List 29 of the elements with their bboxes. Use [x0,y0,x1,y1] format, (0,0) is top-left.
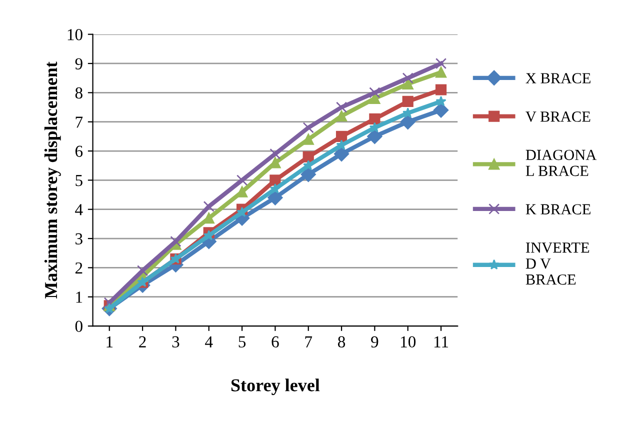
y-tick-label: 4 [75,204,83,216]
y-tick-label: 0 [75,320,82,332]
legend-label: DIAGONA L BRACE [526,150,597,176]
y-tick-label: 9 [75,58,82,70]
y-axis-title: Maximum storey displacement [44,62,61,299]
legend-label: X BRACE [526,73,590,84]
x-tick-label: 2 [139,336,146,348]
x-tick-label: 8 [338,336,346,348]
x-tick-label: 6 [272,336,279,348]
x-tick-label: 11 [434,336,448,348]
y-tick-label: 3 [76,233,82,244]
legend-label: V BRACE [526,112,590,122]
y-tick-label: 5 [76,175,82,186]
legend-label: INVERTE D V BRACE [526,242,590,285]
y-tick-label: 7 [76,116,83,128]
x-tick-label: 7 [305,336,312,348]
x-tick-label: 3 [172,336,180,348]
x-tick-label: 9 [371,336,378,348]
x-axis-title: Storey level [231,378,320,396]
y-tick-label: 6 [75,146,83,157]
x-tick-label: 1 [106,336,113,348]
y-tick-label: 2 [75,262,82,274]
x-tick-label: 4 [205,336,213,348]
y-tick-label: 10 [68,29,82,40]
legend-label: K BRACE [526,204,590,214]
y-tick-label: 8 [75,87,82,99]
y-tick-label: 1 [76,292,82,303]
x-tick-label: 5 [238,336,246,348]
x-tick-label: 10 [400,336,416,348]
